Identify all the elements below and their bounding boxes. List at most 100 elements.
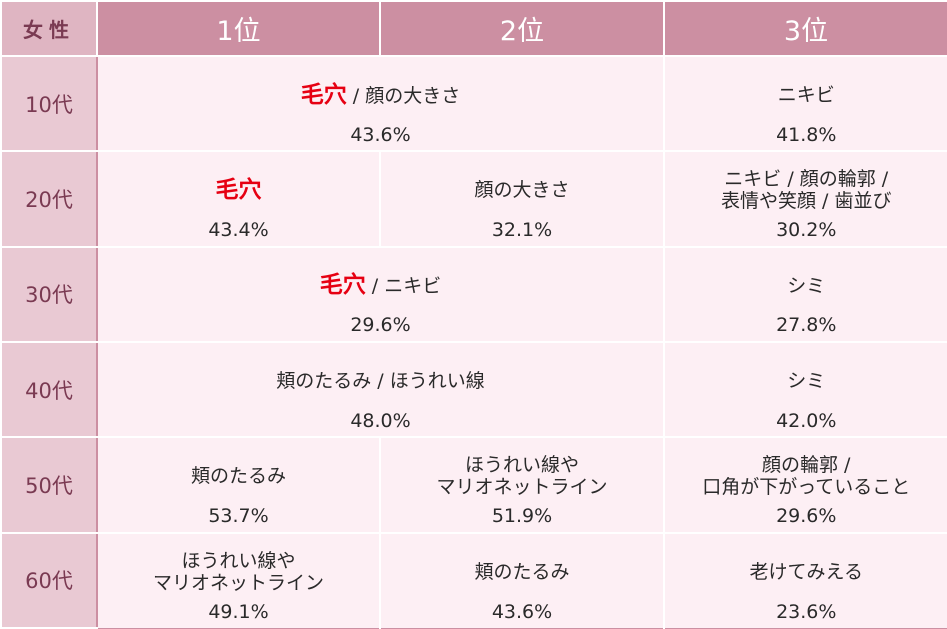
- label-rest: / 顔の大きさ: [346, 84, 461, 107]
- percentage: 43.6%: [350, 123, 411, 146]
- percentage: 49.1%: [208, 600, 269, 623]
- rank-label: 顔の大きさ: [474, 179, 570, 202]
- age-label: 20代: [0, 150, 98, 248]
- rank2-header: 2位: [379, 0, 665, 57]
- rank1-header: 1位: [96, 0, 381, 57]
- rank-cell-content: 頬のたるみ / ほうれい線 48.0%: [98, 348, 663, 432]
- rank-label-area: ほうれい線や マリオネットライン: [153, 544, 324, 601]
- table-row: 10代 毛穴 / 顔の大きさ 43.6% ニキビ 41.8%: [0, 54, 947, 153]
- percentage: 30.2%: [776, 218, 837, 241]
- table-row: 60代 ほうれい線や マリオネットライン 49.1% 頬のたるみ 43.6% 老けてみえる…: [0, 531, 947, 629]
- rank-cell-content: 顔の大きさ 32.1%: [381, 157, 663, 241]
- rank-label-area: 毛穴 / 顔の大きさ: [301, 67, 460, 124]
- percentage: 27.8%: [776, 314, 837, 337]
- age-label: 60代: [0, 531, 98, 629]
- rank-label: 毛穴 / ニキビ: [319, 272, 442, 299]
- rank-cell-content: 毛穴 / 顔の大きさ 43.6%: [98, 62, 663, 146]
- rank-label: 毛穴 / 顔の大きさ: [300, 81, 461, 108]
- rank-label: 老けてみえる: [749, 561, 863, 584]
- rank-label-area: 顔の輪郭 / 口角が下がっていること: [702, 448, 910, 505]
- rank-cell-r3: ニキビ / 顔の輪郭 / 表情や笑顔 / 歯並び 30.2%: [663, 150, 947, 248]
- rank-label: ほうれい線や マリオネットライン: [436, 454, 608, 499]
- table-row: 30代 毛穴 / ニキビ 29.6% シミ 27.8%: [0, 245, 947, 343]
- age-label: 50代: [0, 436, 98, 534]
- rank-label: 頬のたるみ / ほうれい線: [276, 370, 484, 392]
- label-rest: ほうれい線や マリオネットライン: [152, 550, 324, 595]
- age-label: 30代: [0, 245, 98, 343]
- table-body: 10代 毛穴 / 顔の大きさ 43.6% ニキビ 41.8% 20代 毛穴 43.4% 顔の大き…: [0, 54, 947, 629]
- rank-cell-r1: 毛穴 / ニキビ 29.6%: [96, 245, 665, 343]
- label-rest: / ニキビ: [365, 275, 442, 298]
- rank-label: 頬のたるみ: [191, 465, 286, 487]
- percentage: 29.6%: [776, 504, 837, 527]
- rank-cell-r3: シミ 27.8%: [663, 245, 947, 343]
- rank-label-area: 頬のたるみ: [191, 448, 286, 505]
- rank-cell-r3: ニキビ 41.8%: [663, 54, 947, 152]
- rank-label-area: ニキビ: [778, 67, 835, 124]
- rank-label-area: 老けてみえる: [750, 544, 863, 601]
- rank-label-area: シミ: [787, 257, 825, 314]
- label-rest: 頬のたるみ: [190, 465, 286, 488]
- rank-label: ほうれい線や マリオネットライン: [153, 550, 324, 594]
- rank-label: ニキビ: [777, 84, 835, 107]
- rank-label: シミ: [787, 370, 826, 393]
- rank-label-area: ほうれい線や マリオネットライン: [436, 448, 607, 505]
- rank-cell-content: 毛穴 43.4%: [98, 157, 379, 241]
- percentage: 43.4%: [208, 218, 269, 241]
- rank-label-area: 毛穴 / ニキビ: [320, 257, 441, 314]
- rank-cell-r3: 顔の輪郭 / 口角が下がっていること 29.6%: [663, 436, 947, 534]
- table-row: 20代 毛穴 43.4% 顔の大きさ 32.1% ニキビ / 顔の輪郭 / 表情や笑顔 /…: [0, 150, 947, 248]
- percentage: 43.6%: [491, 600, 553, 623]
- rank-label: 毛穴: [215, 176, 262, 203]
- rank-cell-content: シミ 27.8%: [665, 252, 947, 337]
- header-row: 女性 1位 2位 3位: [0, 0, 947, 57]
- age-label: 10代: [0, 54, 98, 153]
- rank-label: ニキビ / 顔の輪郭 / 表情や笑顔 / 歯並び: [721, 168, 892, 213]
- rank-cell-content: 顔の輪郭 / 口角が下がっていること 29.6%: [665, 443, 947, 527]
- rank-cell-r3: 老けてみえる 23.6%: [663, 531, 947, 629]
- rank-label: 顔の輪郭 / 口角が下がっていること: [702, 454, 911, 499]
- percentage: 32.1%: [491, 218, 553, 241]
- rank3-header: 3位: [663, 0, 947, 57]
- rank-label-area: 顔の大きさ: [474, 162, 569, 219]
- rank-cell-content: ほうれい線や マリオネットライン 51.9%: [381, 443, 663, 527]
- percentage: 51.9%: [491, 504, 553, 527]
- rank-label-area: 頬のたるみ / ほうれい線: [276, 353, 484, 410]
- percentage: 53.7%: [208, 504, 269, 527]
- rank-cell-r1: 毛穴 43.4%: [96, 150, 381, 248]
- table-row: 50代 頬のたるみ 53.7% ほうれい線や マリオネットライン 51.9% 顔の輪郭 /…: [0, 436, 947, 534]
- highlight-label: 毛穴: [300, 81, 347, 108]
- rank-cell-r1: 頬のたるみ 53.7%: [96, 436, 381, 534]
- rank-cell-r2: 顔の大きさ 32.1%: [379, 150, 665, 248]
- rank-label: 頬のたるみ: [474, 561, 570, 584]
- rank-cell-r1: 頬のたるみ / ほうれい線 48.0%: [96, 340, 665, 438]
- rank-label: シミ: [787, 274, 826, 297]
- rank-cell-content: 頬のたるみ 43.6%: [381, 539, 663, 623]
- rank-cell-content: シミ 42.0%: [665, 348, 947, 432]
- rank-cell-content: ニキビ / 顔の輪郭 / 表情や笑顔 / 歯並び 30.2%: [665, 157, 947, 241]
- rank-cell-content: ニキビ 41.8%: [665, 62, 947, 146]
- rank-cell-content: 頬のたるみ 53.7%: [98, 443, 379, 527]
- highlight-label: 毛穴: [215, 176, 262, 203]
- percentage: 29.6%: [350, 314, 411, 337]
- percentage: 42.0%: [776, 409, 837, 432]
- percentage: 48.0%: [350, 409, 411, 432]
- rank-cell-r3: シミ 42.0%: [663, 340, 947, 438]
- rank-label-area: シミ: [787, 353, 825, 410]
- age-label: 40代: [0, 340, 98, 439]
- percentage: 23.6%: [776, 600, 837, 623]
- rank-label-area: ニキビ / 顔の輪郭 / 表情や笑顔 / 歯並び: [721, 162, 891, 219]
- rank-cell-content: 老けてみえる 23.6%: [665, 539, 947, 623]
- label-rest: 頬のたるみ / ほうれい線: [276, 370, 485, 393]
- rank-cell-r2: ほうれい線や マリオネットライン 51.9%: [379, 436, 665, 534]
- rank-cell-content: ほうれい線や マリオネットライン 49.1%: [98, 539, 379, 623]
- percentage: 41.8%: [776, 123, 837, 146]
- rank-label-area: 毛穴: [216, 162, 262, 219]
- rank-cell-content: 毛穴 / ニキビ 29.6%: [98, 252, 663, 337]
- rank-cell-r1: ほうれい線や マリオネットライン 49.1%: [96, 531, 381, 629]
- table-row: 40代 頬のたるみ / ほうれい線 48.0% シミ 42.0%: [0, 340, 947, 439]
- rank-cell-r2: 頬のたるみ 43.6%: [379, 531, 665, 629]
- highlight-label: 毛穴: [319, 272, 366, 299]
- gender-header: 女性: [0, 0, 98, 57]
